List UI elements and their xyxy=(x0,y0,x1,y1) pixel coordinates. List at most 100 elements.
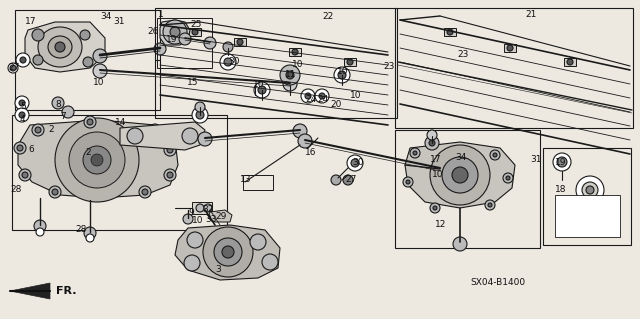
Ellipse shape xyxy=(52,97,64,109)
Text: 11: 11 xyxy=(285,70,296,79)
Ellipse shape xyxy=(507,45,513,51)
Ellipse shape xyxy=(576,176,604,204)
Text: 17: 17 xyxy=(25,17,36,26)
Ellipse shape xyxy=(55,42,65,52)
Ellipse shape xyxy=(493,153,497,157)
Ellipse shape xyxy=(442,157,478,193)
Polygon shape xyxy=(160,20,190,45)
Ellipse shape xyxy=(84,227,96,239)
Ellipse shape xyxy=(433,206,437,210)
Ellipse shape xyxy=(292,49,298,55)
Ellipse shape xyxy=(14,142,26,154)
Ellipse shape xyxy=(351,159,359,167)
Polygon shape xyxy=(25,22,105,72)
Ellipse shape xyxy=(55,118,139,202)
Text: 15: 15 xyxy=(187,78,198,87)
Ellipse shape xyxy=(20,57,26,63)
Text: 30: 30 xyxy=(352,158,364,167)
Ellipse shape xyxy=(170,27,180,37)
Text: 34: 34 xyxy=(455,153,467,162)
Ellipse shape xyxy=(224,58,232,66)
Bar xyxy=(12,115,227,230)
Ellipse shape xyxy=(164,169,176,181)
Ellipse shape xyxy=(222,246,234,258)
Ellipse shape xyxy=(488,203,492,207)
Ellipse shape xyxy=(319,93,325,99)
Polygon shape xyxy=(208,210,232,222)
Text: 25: 25 xyxy=(190,20,202,29)
Text: 24: 24 xyxy=(317,95,328,104)
Bar xyxy=(243,175,273,190)
Text: 31: 31 xyxy=(530,155,541,164)
Bar xyxy=(155,8,397,118)
Text: 28: 28 xyxy=(75,225,86,234)
Text: 27: 27 xyxy=(8,63,19,72)
Ellipse shape xyxy=(184,255,200,271)
Text: 6: 6 xyxy=(28,145,34,154)
Ellipse shape xyxy=(80,30,90,40)
Bar xyxy=(344,58,356,66)
Bar xyxy=(234,38,246,46)
Ellipse shape xyxy=(86,234,94,242)
Ellipse shape xyxy=(192,29,198,35)
Ellipse shape xyxy=(347,155,363,171)
Ellipse shape xyxy=(22,172,28,178)
Text: 26: 26 xyxy=(147,27,158,36)
Ellipse shape xyxy=(19,112,25,118)
Text: 20: 20 xyxy=(330,100,341,109)
Ellipse shape xyxy=(430,145,490,205)
Text: 10: 10 xyxy=(292,60,303,69)
Text: 9: 9 xyxy=(188,208,194,217)
Bar xyxy=(564,58,576,66)
Ellipse shape xyxy=(503,173,513,183)
Ellipse shape xyxy=(553,153,571,171)
Text: 16: 16 xyxy=(305,148,317,157)
Text: 28: 28 xyxy=(10,185,21,194)
Text: 10: 10 xyxy=(337,67,349,76)
Ellipse shape xyxy=(280,65,300,85)
Text: 29: 29 xyxy=(215,212,227,221)
Ellipse shape xyxy=(167,147,173,153)
Text: 24: 24 xyxy=(305,95,316,104)
Ellipse shape xyxy=(149,124,161,136)
Ellipse shape xyxy=(32,124,44,136)
Polygon shape xyxy=(18,120,178,198)
Ellipse shape xyxy=(33,55,43,65)
Ellipse shape xyxy=(17,145,23,151)
Ellipse shape xyxy=(315,89,329,103)
Ellipse shape xyxy=(347,59,353,65)
Ellipse shape xyxy=(204,37,216,49)
Ellipse shape xyxy=(163,20,187,44)
Ellipse shape xyxy=(93,49,107,63)
Ellipse shape xyxy=(19,169,31,181)
Ellipse shape xyxy=(204,204,212,212)
Ellipse shape xyxy=(567,59,573,65)
Text: 10: 10 xyxy=(432,170,444,179)
Ellipse shape xyxy=(84,116,96,128)
Ellipse shape xyxy=(343,175,353,185)
Ellipse shape xyxy=(182,128,198,144)
Polygon shape xyxy=(10,283,50,299)
Ellipse shape xyxy=(447,29,453,35)
Text: 27: 27 xyxy=(345,175,356,184)
Ellipse shape xyxy=(192,107,208,123)
Ellipse shape xyxy=(154,43,166,55)
Text: 18: 18 xyxy=(555,185,566,194)
Ellipse shape xyxy=(10,65,16,71)
Ellipse shape xyxy=(413,151,417,155)
Ellipse shape xyxy=(223,42,233,52)
Ellipse shape xyxy=(305,93,311,99)
Ellipse shape xyxy=(38,27,82,67)
Ellipse shape xyxy=(430,203,440,213)
Ellipse shape xyxy=(183,214,193,224)
Text: 10: 10 xyxy=(350,91,362,100)
Text: 19: 19 xyxy=(166,35,177,44)
Bar xyxy=(289,48,301,56)
Text: 19: 19 xyxy=(555,158,566,167)
Ellipse shape xyxy=(142,189,148,195)
Text: 8: 8 xyxy=(55,100,61,109)
Text: 23: 23 xyxy=(383,62,394,71)
Bar xyxy=(15,10,160,110)
Ellipse shape xyxy=(258,86,266,94)
Text: 10: 10 xyxy=(93,78,104,87)
